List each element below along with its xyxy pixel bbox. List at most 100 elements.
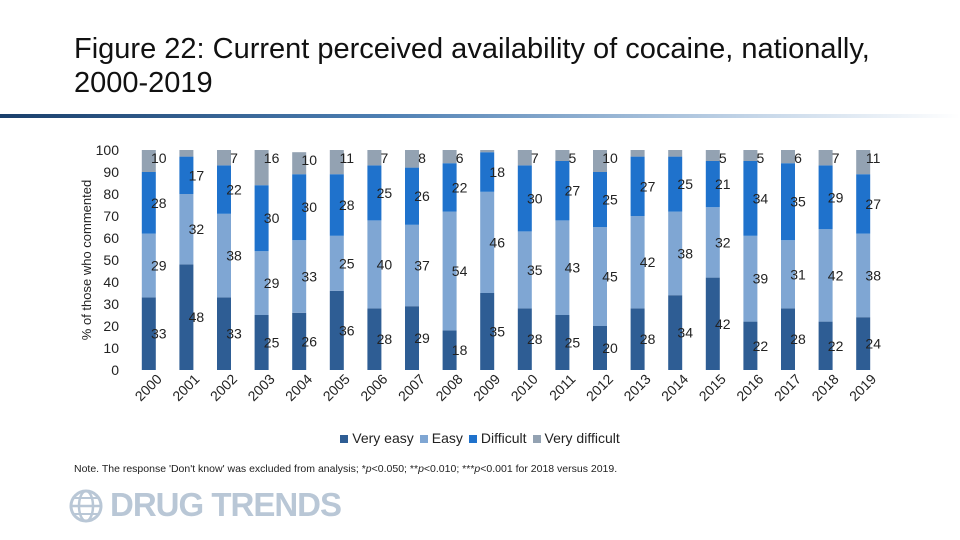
bar-easy (818, 229, 833, 322)
data-label: 38 (865, 267, 881, 283)
x-tick-label: 2003 (244, 371, 277, 404)
legend-item: Difficult (468, 430, 527, 446)
bar-difficult (705, 161, 720, 208)
data-label: 34 (753, 190, 769, 206)
y-tick-label: 30 (103, 296, 119, 312)
stacked-bar-chart: % of those who commented 0 10 20 30 40 50 60 70 8… (79, 142, 881, 404)
data-label: 54 (452, 263, 468, 279)
data-label: 42 (640, 254, 656, 270)
bar-very-easy (818, 321, 833, 370)
x-tick-label: 2009 (470, 371, 503, 404)
note-t3: <0.001 for 2018 versus 2019. (480, 463, 618, 475)
data-label: 27 (865, 196, 881, 212)
data-label: 30 (527, 190, 543, 206)
data-label: 27 (565, 183, 581, 199)
data-label: 30 (301, 199, 317, 215)
bar-very-difficult (141, 150, 156, 172)
title-divider (0, 114, 960, 118)
y-tick-label: 70 (103, 208, 119, 224)
bar-very-easy (405, 306, 419, 370)
data-label: 6 (794, 150, 802, 166)
y-tick-label: 60 (103, 230, 119, 246)
data-label: 31 (790, 266, 806, 282)
bar-difficult (442, 163, 457, 212)
bar-very-easy (856, 317, 871, 370)
y-tick-label: 80 (103, 186, 119, 202)
bar-very-difficult (630, 150, 645, 157)
y-tick-label: 20 (103, 318, 119, 334)
note-t1: <0.050; ** (371, 463, 419, 475)
bar-very-difficult (856, 150, 871, 175)
logo-text: DRUG TRENDS (110, 486, 342, 523)
data-label: 43 (565, 260, 581, 276)
data-label: 35 (489, 324, 505, 340)
bar-very-difficult (367, 150, 382, 166)
data-label: 33 (151, 326, 167, 342)
bar-very-difficult (818, 150, 833, 166)
bar-easy (217, 213, 231, 298)
bar-very-easy (141, 297, 156, 370)
bar-difficult (367, 165, 382, 221)
data-label: 11 (866, 150, 881, 166)
x-tick-label: 2004 (282, 371, 315, 404)
bar-difficult (593, 172, 607, 227)
legend-item: Easy (419, 430, 463, 446)
data-label: 8 (418, 150, 426, 166)
bar-very-difficult (480, 150, 495, 153)
figure-title: Figure 22: Current perceived availabilit… (74, 33, 870, 99)
data-label: 29 (414, 330, 430, 346)
bar-difficult (179, 156, 194, 194)
legend-swatch (340, 435, 349, 443)
legend-swatch (468, 435, 477, 443)
bar-very-easy (292, 312, 307, 370)
data-label: 38 (677, 245, 693, 261)
data-label: 25 (264, 335, 280, 351)
data-label: 25 (565, 335, 581, 351)
bar-very-difficult (329, 150, 344, 175)
bar-very-difficult (179, 150, 194, 157)
bar-difficult (254, 185, 269, 252)
data-label: 32 (715, 234, 731, 250)
bar-very-easy (367, 308, 382, 370)
bar-easy (743, 235, 758, 322)
data-label: 27 (640, 178, 656, 194)
x-tick-label: 2014 (658, 371, 691, 404)
bar-difficult (405, 167, 419, 225)
data-label: 28 (527, 331, 543, 347)
data-label: 22 (226, 182, 242, 198)
data-label: 25 (339, 255, 355, 271)
data-label: 5 (757, 150, 765, 166)
bar-easy (480, 191, 495, 293)
x-tick-label: 2007 (395, 371, 428, 404)
x-tick-label: 2006 (357, 371, 390, 404)
data-label: 22 (753, 338, 769, 354)
data-label: 10 (151, 150, 167, 166)
data-label: 7 (531, 150, 539, 166)
data-label: 7 (832, 150, 840, 166)
data-label: 18 (452, 342, 468, 358)
bar-very-easy (480, 293, 495, 370)
bar-very-difficult (217, 150, 231, 166)
legend-swatch (419, 435, 428, 443)
note-t2: <0.010; *** (423, 463, 475, 475)
data-label: 29 (264, 275, 280, 291)
bar-difficult (743, 161, 758, 236)
note-p1: p (365, 463, 372, 475)
bar-very-difficult (517, 150, 532, 166)
data-label: 26 (301, 333, 317, 349)
bar-very-difficult (292, 152, 307, 175)
bar-easy (292, 240, 307, 313)
x-tick-label: 2013 (620, 371, 653, 404)
bar-easy (705, 207, 720, 278)
bar-difficult (480, 152, 495, 192)
chart-legend: Very easy Easy Difficult Very difficult (0, 430, 960, 446)
data-label: 7 (230, 150, 238, 166)
data-label: 5 (719, 150, 727, 166)
x-tick-label: 2011 (546, 371, 579, 404)
bar-difficult (818, 165, 833, 230)
bar-very-difficult (705, 150, 720, 161)
bar-easy (630, 216, 645, 309)
bar-very-easy (555, 315, 570, 370)
data-label: 33 (226, 326, 242, 342)
data-label: 25 (602, 192, 618, 208)
